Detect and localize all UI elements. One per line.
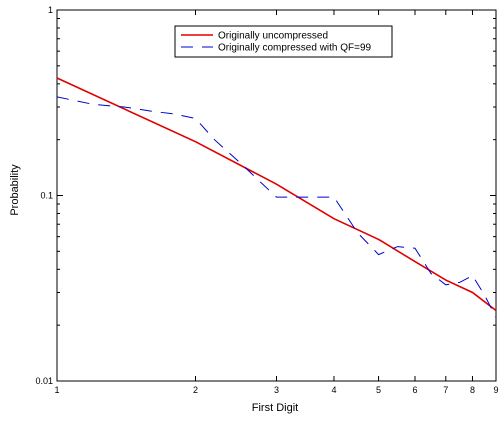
x-tick-label: 9	[493, 385, 498, 395]
x-tick-label: 7	[443, 385, 448, 395]
x-axis-label: First Digit	[252, 402, 298, 414]
x-tick-label: 3	[274, 385, 279, 395]
legend-label-2: Originally compressed with QF=99	[218, 43, 372, 54]
x-tick-label: 8	[470, 385, 475, 395]
y-tick-label: 0.1	[40, 191, 53, 201]
series-line-2	[56, 96, 497, 318]
x-tick-label: 2	[193, 385, 198, 395]
y-axis-label: Probability	[9, 164, 21, 216]
y-tick-label: 1	[48, 5, 53, 15]
y-tick-label: 0.01	[35, 376, 53, 386]
x-tick-label: 5	[376, 385, 381, 395]
plot-area	[56, 9, 497, 382]
x-tick-label: 4	[331, 385, 336, 395]
x-tick-label: 6	[412, 385, 417, 395]
series-layer	[56, 77, 497, 318]
x-tick-label: 1	[54, 385, 59, 395]
legend-box	[174, 25, 393, 58]
legend-label-1: Originally uncompressed	[218, 31, 328, 42]
ticks-layer: 1 2 3 4 5 6 7 8 9 0.01 0.1 1	[35, 5, 498, 395]
plot-frame	[56, 9, 497, 382]
